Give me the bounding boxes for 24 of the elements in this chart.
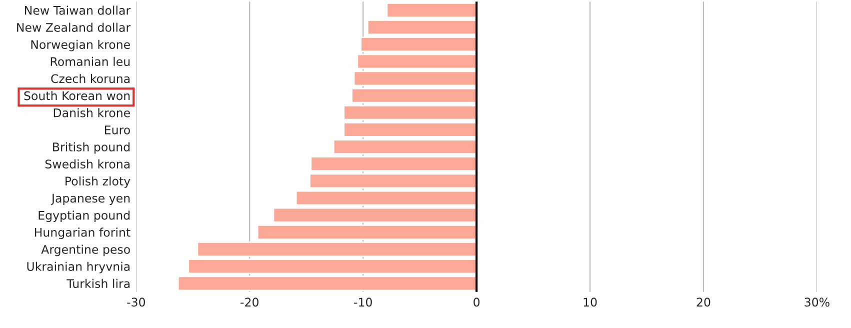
x-tick-label: -30	[127, 298, 146, 307]
x-tick-label: 10	[584, 298, 597, 307]
x-tick-label: -20	[240, 298, 258, 307]
x-tick-label: -10	[354, 298, 372, 307]
y-tick-label: South Korean won	[24, 91, 130, 100]
y-tick-label: Romanian leu	[50, 56, 130, 66]
y-tick-label: Argentine peso	[41, 244, 130, 256]
x-tick-label: 30%	[804, 298, 830, 307]
y-tick-label: Czech koruna	[51, 74, 130, 84]
x-tick-label: 20	[696, 298, 710, 307]
y-tick-label: Danish krone	[54, 108, 130, 118]
y-tick-label: New Zealand dollar	[17, 22, 131, 32]
y-tick-label: Norwegian krone	[31, 40, 130, 52]
y-tick-label: Japanese yen	[50, 194, 130, 205]
y-tick-label: Egyptian pound	[38, 210, 130, 222]
y-tick-label: Euro	[105, 126, 130, 134]
y-tick-label: British pound	[53, 142, 130, 154]
x-tick-label: 0	[474, 298, 480, 307]
y-tick-label: Swedish krona	[45, 159, 130, 169]
y-tick-label: Hungarian forint	[34, 228, 130, 240]
y-tick-label: Ukrainian hryvnia	[27, 262, 130, 274]
y-tick-label: Turkish lira	[66, 278, 130, 288]
y-tick-label: Polish zloty	[66, 176, 130, 188]
y-tick-label: New Taiwan dollar	[24, 6, 131, 15]
